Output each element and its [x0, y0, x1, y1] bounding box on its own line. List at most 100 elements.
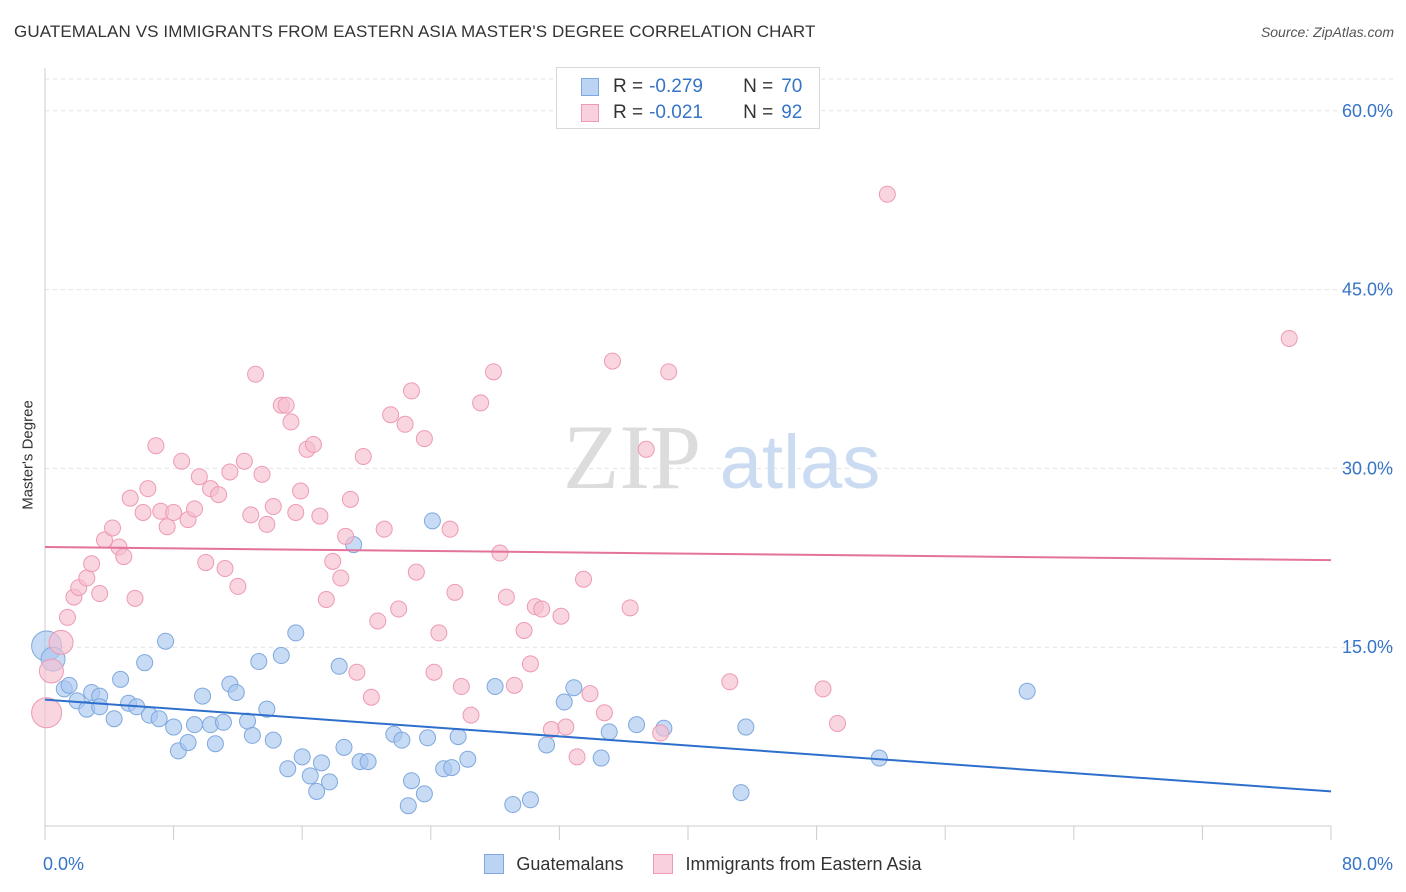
guatemalan-point	[504, 796, 522, 814]
legend: Guatemalans Immigrants from Eastern Asia	[0, 850, 1406, 878]
guatemalan-point	[459, 750, 477, 768]
grid-lines	[45, 78, 1394, 648]
eastern-asia-point	[277, 396, 295, 414]
eastern-asia-point	[441, 520, 459, 538]
guatemalan-point	[592, 749, 610, 767]
r-label: R =	[613, 102, 644, 123]
guatemalan-point	[628, 716, 646, 734]
eastern-asia-point	[317, 591, 335, 609]
guatemalan-point	[165, 718, 183, 736]
eastern-asia-point	[484, 363, 502, 381]
guatemalan-point	[403, 772, 421, 790]
guatemalan-point	[423, 512, 441, 530]
source-credit: Source: ZipAtlas.com	[1260, 24, 1394, 40]
y-axis-label: Master's Degree	[19, 400, 37, 510]
eastern-asia-point	[332, 569, 350, 587]
guatemalan-point	[419, 729, 437, 747]
stats-swatch-pink	[581, 104, 599, 122]
guatemalan-point	[538, 736, 556, 754]
guatemalan-point	[737, 718, 755, 736]
x-tick-label: 80.0%	[1342, 854, 1393, 874]
legend-label: Guatemalans	[516, 853, 624, 874]
eastern-asia-point	[407, 563, 425, 581]
n-label: N =	[743, 102, 774, 123]
guatemalan-point	[250, 652, 268, 670]
eastern-asia-point	[595, 704, 613, 722]
eastern-asia-point	[603, 352, 621, 370]
watermark: ZIP atlas	[563, 406, 880, 508]
guatemalan-point	[359, 753, 377, 771]
eastern-asia-point	[216, 560, 234, 578]
eastern-asia-point	[292, 482, 310, 500]
eastern-asia-point	[721, 673, 739, 691]
eastern-asia-point	[660, 363, 678, 381]
guatemalan-point	[312, 754, 330, 772]
guatemalan-point	[150, 710, 168, 728]
guatemalan-point	[243, 726, 261, 744]
guatemalan-point	[486, 678, 504, 696]
eastern-asia-point	[38, 658, 64, 684]
legend-item-guatemalans[interactable]: Guatemalans	[484, 854, 623, 875]
eastern-asia-point	[126, 589, 144, 607]
eastern-asia-point	[533, 600, 551, 618]
eastern-asia-point	[134, 503, 152, 521]
guatemalan-point	[105, 710, 123, 728]
guatemalan-point	[287, 624, 305, 642]
stats-swatch-blue	[581, 78, 599, 96]
eastern-asia-point	[242, 506, 260, 524]
n-value: 92	[781, 102, 803, 123]
eastern-asia-point	[287, 503, 305, 521]
eastern-asia-point	[59, 608, 77, 626]
eastern-asia-point	[575, 570, 593, 588]
eastern-asia-point	[568, 748, 586, 766]
eastern-asia-point	[521, 655, 539, 673]
guatemalan-point	[227, 683, 245, 701]
eastern-asia-point	[462, 706, 480, 724]
eastern-asia-point	[581, 685, 599, 703]
guatemalan-point	[555, 693, 573, 711]
guatemalan-point	[600, 723, 618, 741]
eastern-asia-point	[425, 663, 443, 681]
guatemalan-point	[335, 738, 353, 756]
guatemalan-point	[393, 731, 411, 749]
eastern-asia-point	[235, 452, 253, 470]
stats-box: R = -0.279 N = 70 R = -0.021 N = 92	[556, 67, 820, 129]
stats-row-guatemalans: R = -0.279 N = 70	[581, 75, 802, 99]
eastern-asia-point	[446, 583, 464, 601]
eastern-asia-point	[354, 447, 372, 465]
eastern-asia-point	[396, 415, 414, 433]
eastern-asia-point	[369, 612, 387, 630]
guatemalan-point	[179, 734, 197, 752]
guatemalan-point	[112, 670, 130, 688]
eastern-asia-point	[557, 718, 575, 736]
legend-label: Immigrants from Eastern Asia	[685, 853, 922, 874]
eastern-asia-point	[878, 185, 896, 203]
legend-item-eastern-asia[interactable]: Immigrants from Eastern Asia	[653, 853, 922, 875]
guatemalan-point	[565, 679, 583, 697]
eastern-asia-point	[472, 394, 490, 412]
guatemalan-point	[264, 731, 282, 749]
guatemalan-point	[206, 735, 224, 753]
eastern-asia-point	[173, 452, 191, 470]
eastern-asia-point	[165, 503, 183, 521]
eastern-asia-point	[311, 507, 329, 525]
r-value: -0.279	[649, 76, 703, 97]
tick-labels: 15.0% 30.0% 45.0% 60.0% 0.0% 80.0%	[43, 101, 1393, 874]
eastern-asia-point	[158, 518, 176, 536]
guatemalan-point	[1018, 682, 1036, 700]
eastern-asia-point	[48, 629, 74, 655]
eastern-asia-point	[390, 600, 408, 618]
guatemalan-point	[194, 687, 212, 705]
eastern-asia-point	[247, 365, 265, 383]
guatemalan-point	[185, 716, 203, 734]
eastern-asia-point	[403, 382, 421, 400]
guatemalan-point	[321, 773, 339, 791]
eastern-asia-point	[210, 486, 228, 504]
eastern-asia-point	[430, 624, 448, 642]
eastern-asia-point	[258, 515, 276, 533]
eastern-asia-point	[324, 552, 342, 570]
guatemalan-trend-line	[44, 698, 1332, 793]
guatemalan-point	[279, 760, 297, 778]
guatemalan-point	[399, 797, 417, 815]
eastern-asia-point	[197, 554, 215, 572]
